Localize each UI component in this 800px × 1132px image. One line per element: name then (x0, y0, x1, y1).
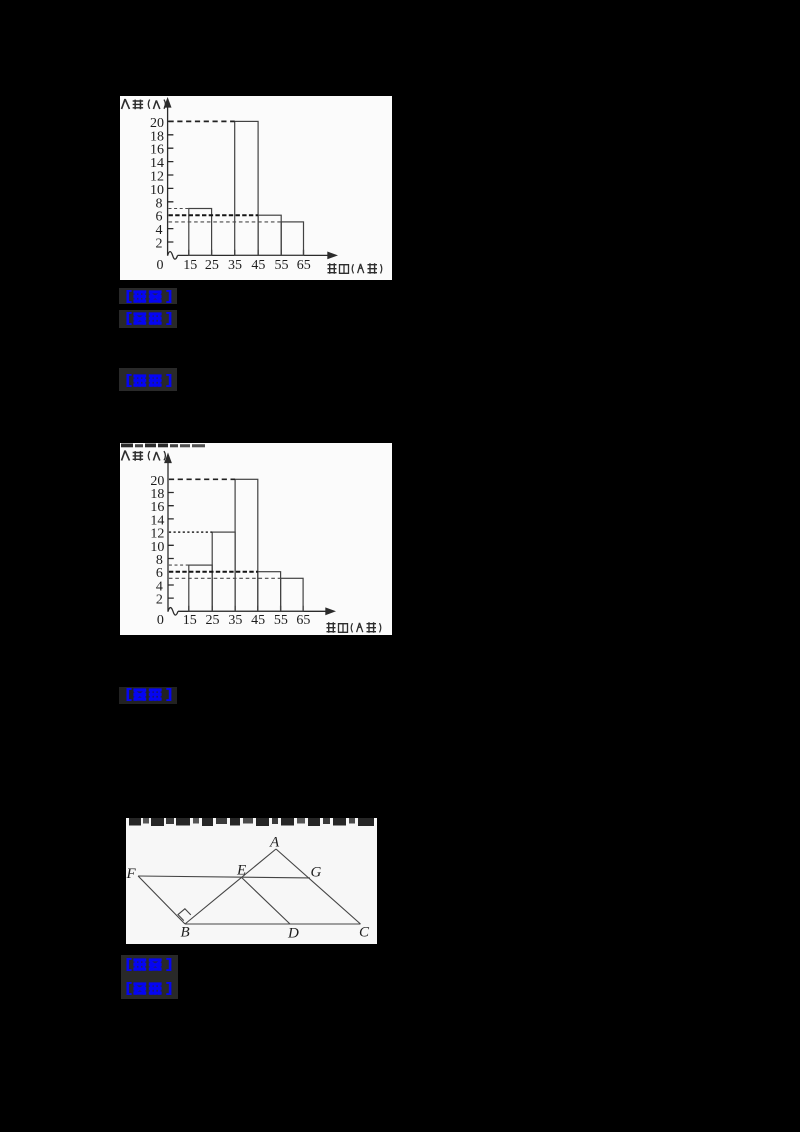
svg-text:65: 65 (297, 258, 311, 273)
svg-text:25: 25 (206, 613, 220, 628)
svg-text:6: 6 (156, 210, 163, 225)
svg-text:45: 45 (251, 258, 265, 273)
svg-text:8: 8 (156, 553, 163, 568)
svg-text:10: 10 (150, 183, 164, 198)
svg-text:10: 10 (150, 540, 164, 555)
svg-text:16: 16 (150, 143, 164, 158)
svg-text:15: 15 (183, 613, 197, 628)
svg-text:A: A (269, 835, 280, 851)
svg-text:18: 18 (150, 487, 164, 502)
svg-text:14: 14 (150, 513, 164, 528)
svg-text:20: 20 (150, 474, 164, 489)
svg-text:F: F (126, 866, 137, 882)
svg-text:45: 45 (251, 613, 265, 628)
svg-text:6: 6 (156, 566, 163, 581)
svg-text:0: 0 (157, 613, 164, 628)
svg-text:G: G (311, 865, 322, 881)
svg-text:0: 0 (157, 258, 164, 273)
svg-text:16: 16 (150, 500, 164, 515)
svg-text:14: 14 (150, 156, 164, 171)
svg-text:4: 4 (156, 579, 163, 594)
svg-text:20: 20 (150, 116, 164, 131)
svg-text:18: 18 (150, 129, 164, 144)
svg-text:4: 4 (156, 223, 163, 238)
svg-text:2: 2 (156, 593, 163, 608)
svg-text:55: 55 (274, 613, 288, 628)
svg-text:55: 55 (275, 258, 289, 273)
svg-text:D: D (287, 926, 299, 942)
svg-text:15: 15 (183, 258, 197, 273)
svg-text:12: 12 (150, 527, 164, 542)
svg-text:35: 35 (228, 613, 242, 628)
svg-text:E: E (236, 863, 246, 879)
svg-text:C: C (359, 925, 370, 941)
svg-text:35: 35 (228, 258, 242, 273)
svg-text:65: 65 (296, 613, 310, 628)
svg-text:12: 12 (150, 170, 164, 185)
svg-text:8: 8 (156, 196, 163, 211)
svg-text:25: 25 (205, 258, 219, 273)
svg-text:B: B (181, 925, 190, 941)
svg-text:2: 2 (156, 237, 163, 252)
